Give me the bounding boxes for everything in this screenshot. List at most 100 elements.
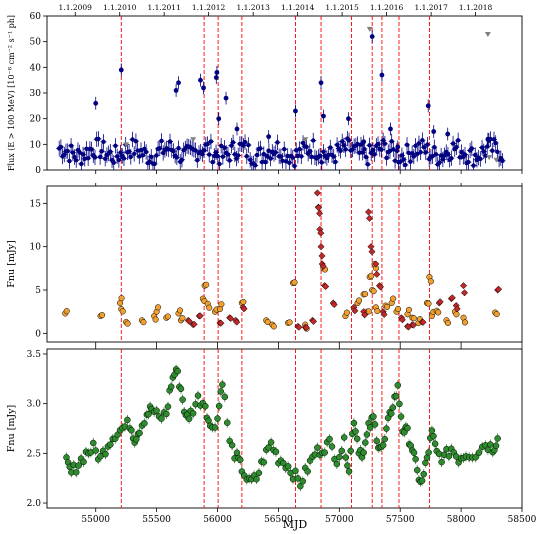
radio-point bbox=[211, 424, 219, 431]
gamma-point bbox=[493, 140, 498, 146]
gamma-point bbox=[121, 156, 127, 161]
panel-frame bbox=[46, 348, 523, 509]
gamma-point bbox=[469, 146, 475, 151]
optical-a-point bbox=[390, 295, 397, 302]
optical-a-point bbox=[370, 288, 377, 295]
gamma-point bbox=[334, 142, 340, 148]
optical-a-point bbox=[394, 305, 402, 313]
top-axis-label: 1.1.2012 bbox=[192, 3, 226, 12]
top-axis-label: 1.1.2014 bbox=[281, 3, 315, 12]
gamma-point bbox=[149, 154, 154, 159]
optical-a-point bbox=[164, 313, 171, 320]
x-axis-label: MJD bbox=[283, 518, 308, 531]
gamma-point bbox=[360, 150, 365, 155]
optical-a-point bbox=[286, 319, 293, 326]
gamma-point bbox=[350, 147, 355, 152]
gamma-point bbox=[89, 147, 94, 152]
gamma-point bbox=[92, 155, 98, 160]
radio-point bbox=[304, 468, 311, 475]
gamma-point bbox=[454, 144, 459, 150]
radio-point bbox=[381, 435, 389, 443]
gamma-point bbox=[404, 142, 410, 148]
optical-a-point bbox=[240, 298, 247, 305]
optical-a-point bbox=[270, 323, 277, 330]
optical-a-point bbox=[99, 312, 106, 319]
radio-point bbox=[366, 424, 374, 431]
optical-b-point bbox=[436, 298, 444, 306]
radio-point bbox=[425, 449, 432, 456]
gamma-point bbox=[380, 138, 386, 143]
optical-b-point bbox=[364, 208, 373, 216]
optical-a-point bbox=[119, 308, 126, 315]
y-tick-label: 10 bbox=[30, 243, 42, 253]
gamma-point bbox=[331, 154, 336, 159]
panel-2: 0 5 10 15 Fnu [mJy] bbox=[6, 183, 523, 346]
optical-a-point bbox=[291, 279, 298, 286]
gamma-point bbox=[391, 147, 396, 152]
gamma-point bbox=[457, 155, 463, 160]
top-axis-label: 1.1.2018 bbox=[459, 3, 493, 12]
top-axis-label: 1.1.2017 bbox=[414, 3, 448, 12]
gamma-point bbox=[159, 138, 164, 144]
gamma-point bbox=[118, 150, 123, 155]
gamma-point bbox=[307, 149, 313, 154]
optical-b-point bbox=[409, 321, 417, 329]
gamma-point bbox=[229, 143, 234, 148]
gamma-point bbox=[133, 139, 139, 144]
gamma-point bbox=[223, 95, 229, 101]
optical-b-point bbox=[351, 307, 359, 315]
optical-b-point bbox=[448, 294, 456, 302]
gamma-point bbox=[462, 152, 468, 157]
gamma-point bbox=[290, 155, 295, 160]
gamma-point bbox=[265, 154, 270, 159]
x-tick-label: 58500 bbox=[508, 515, 537, 525]
optical-b-point bbox=[365, 214, 374, 222]
top-axis-label: 1.1.2010 bbox=[103, 3, 137, 12]
panel-1: 0 10 20 30 40 50 60 Flux (E > 100 MeV) [10⁻⁸ cm… bbox=[7, 12, 523, 176]
upper-limit-marker bbox=[486, 155, 493, 161]
y-tick-label: 2.5 bbox=[27, 449, 42, 459]
radio-point bbox=[340, 434, 348, 441]
gamma-point bbox=[431, 129, 437, 134]
optical-a-point bbox=[124, 320, 131, 327]
gamma-point bbox=[321, 149, 326, 154]
radio-point bbox=[321, 449, 328, 456]
radio-point bbox=[352, 428, 359, 435]
radio-point bbox=[224, 419, 231, 426]
gamma-point bbox=[365, 162, 371, 167]
radio-point bbox=[342, 454, 350, 461]
optical-a-point bbox=[362, 290, 369, 298]
gamma-point bbox=[99, 149, 105, 154]
gamma-point bbox=[143, 149, 149, 155]
radio-point bbox=[194, 392, 202, 399]
radio-point bbox=[284, 463, 292, 470]
gamma-point bbox=[413, 143, 418, 149]
optical-a-point bbox=[493, 311, 500, 318]
gamma-point bbox=[195, 157, 200, 163]
y-axis-label: Fnu [mJy] bbox=[6, 240, 17, 287]
radio-point bbox=[255, 469, 263, 477]
gamma-point bbox=[372, 152, 377, 157]
optical-a-point bbox=[206, 304, 213, 311]
optical-a-point bbox=[405, 306, 413, 313]
gamma-point bbox=[355, 141, 360, 147]
gamma-point bbox=[74, 157, 79, 163]
upper-limit-marker bbox=[190, 137, 197, 143]
radio-point bbox=[90, 439, 97, 447]
gamma-point bbox=[370, 147, 376, 153]
radio-point bbox=[221, 393, 229, 401]
radio-point bbox=[107, 441, 114, 448]
gamma-point bbox=[388, 126, 393, 132]
gamma-point bbox=[79, 161, 84, 167]
radio-point bbox=[445, 453, 453, 460]
gamma-point bbox=[217, 161, 222, 167]
gamma-point bbox=[108, 149, 113, 154]
radio-point bbox=[428, 427, 436, 434]
gamma-point bbox=[97, 154, 103, 160]
gamma-point bbox=[176, 80, 181, 86]
upper-limit-marker bbox=[484, 31, 491, 37]
optical-b-point bbox=[367, 243, 375, 251]
radio-point bbox=[141, 420, 148, 427]
radio-point bbox=[379, 442, 387, 449]
radio-point bbox=[236, 456, 244, 464]
